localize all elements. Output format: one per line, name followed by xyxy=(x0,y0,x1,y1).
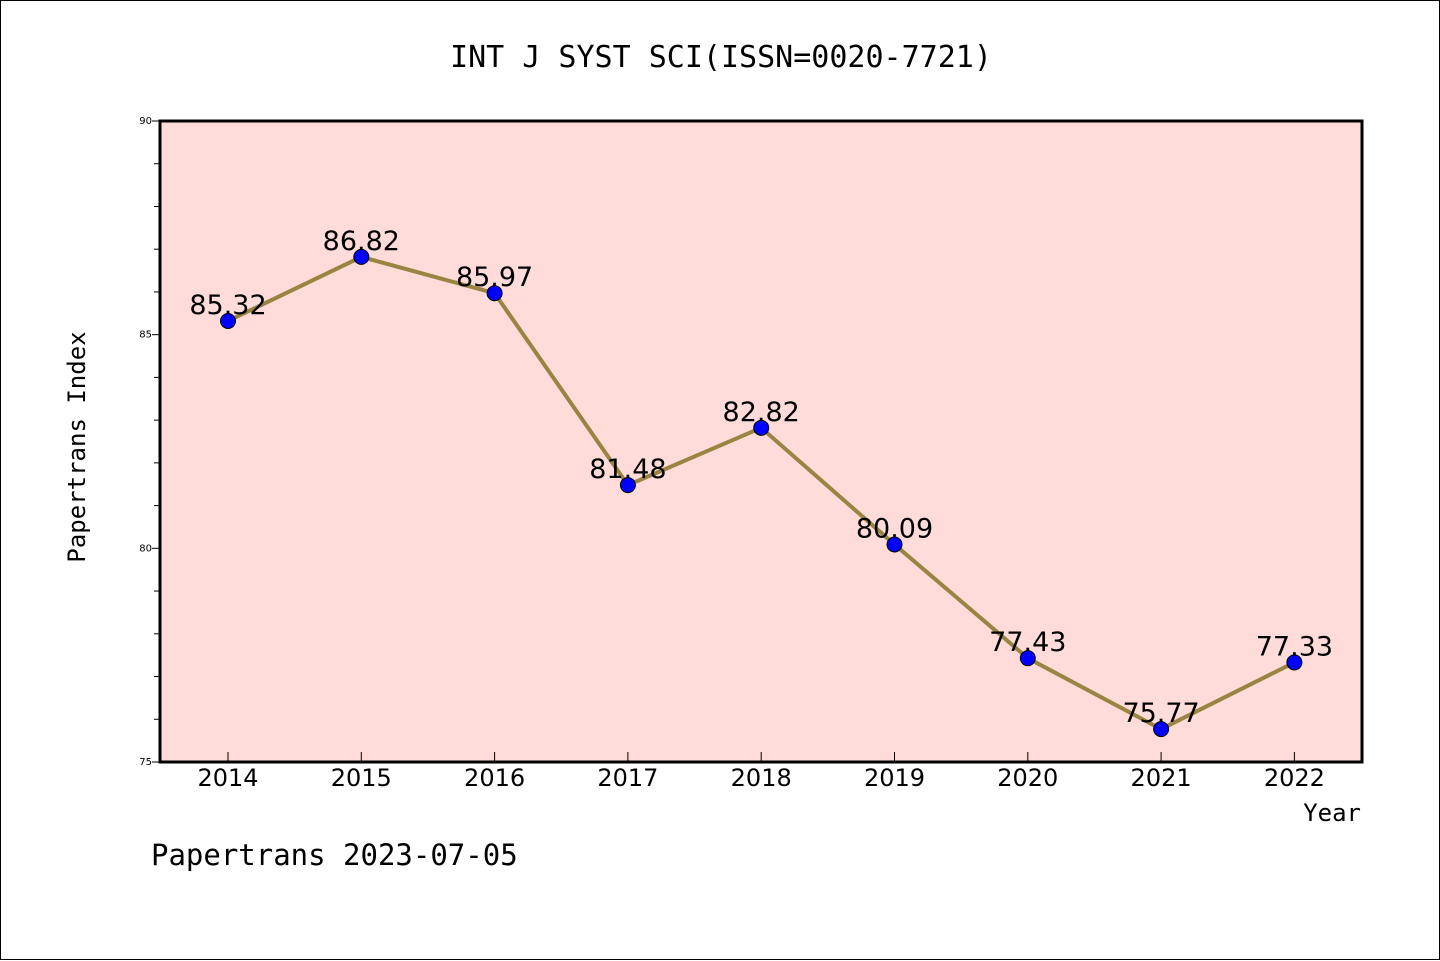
x-axis: 2014 2015 2016 2017 2018 2019 2020 2021 2022 xyxy=(197,752,1325,792)
data-label: 75.77 xyxy=(1122,698,1199,729)
data-point xyxy=(1019,650,1036,667)
y-axis: 75 80 85 90 xyxy=(139,116,160,768)
data-point xyxy=(486,285,503,302)
data-label: 77.43 xyxy=(989,627,1066,658)
series-markers xyxy=(220,248,1303,738)
data-label: 86.82 xyxy=(323,226,400,257)
x-tick-label: 2016 xyxy=(464,764,525,792)
plot-area xyxy=(158,119,1364,764)
data-label: 77.33 xyxy=(1256,631,1333,662)
x-tick-label: 2017 xyxy=(597,764,658,792)
data-point xyxy=(886,536,903,553)
y-tick-label: 75 xyxy=(139,757,152,768)
y-axis-label: Papertrans Index xyxy=(63,331,91,562)
data-point xyxy=(1153,721,1170,738)
data-label: 81.48 xyxy=(589,454,666,485)
y-tick-label: 80 xyxy=(139,543,152,554)
data-label: 82.82 xyxy=(723,397,800,428)
data-point xyxy=(1286,654,1303,671)
x-tick-label: 2019 xyxy=(864,764,925,792)
x-tick-label: 2021 xyxy=(1131,764,1192,792)
data-label: 85.97 xyxy=(456,262,533,293)
x-axis-label: Year xyxy=(1303,799,1361,827)
x-tick-label: 2018 xyxy=(731,764,792,792)
data-point xyxy=(619,477,636,494)
data-point xyxy=(220,312,236,329)
data-label: 85.32 xyxy=(189,290,266,321)
y-tick-label: 90 xyxy=(139,116,152,127)
data-point xyxy=(353,248,370,265)
footer-text: Papertrans 2023-07-05 xyxy=(151,838,518,872)
y-tick-label: 85 xyxy=(139,330,152,341)
x-tick-label: 2015 xyxy=(331,764,392,792)
x-tick-label: 2022 xyxy=(1264,764,1325,792)
x-tick-label: 2014 xyxy=(197,764,258,792)
data-labels: 85.32 86.82 85.97 81.48 82.82 80.09 77.43 75.77… xyxy=(189,226,1333,729)
data-point xyxy=(753,419,770,436)
chart-title: INT J SYST SCI(ISSN=0020-7721) xyxy=(450,40,992,75)
data-label: 80.09 xyxy=(856,513,933,544)
x-tick-label: 2020 xyxy=(997,764,1058,792)
